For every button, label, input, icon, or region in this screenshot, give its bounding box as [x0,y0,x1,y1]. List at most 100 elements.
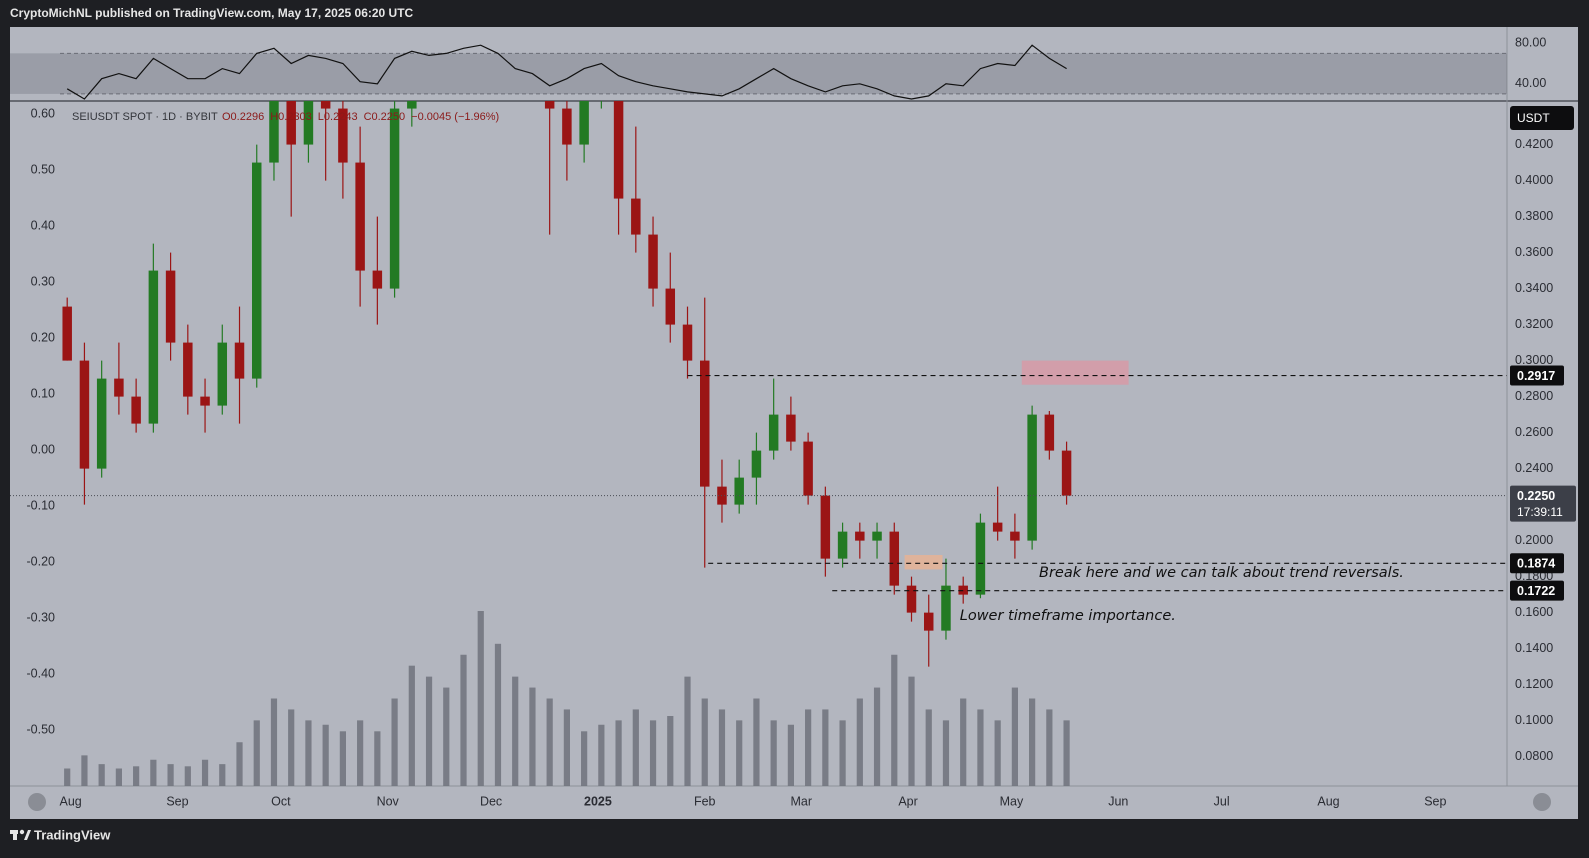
volume-bar [994,720,1001,786]
rsi-tick-label: 40.00 [1515,76,1546,90]
left-tick-label: 0.10 [31,387,55,401]
candle-body [62,306,72,361]
candle-body [407,101,417,109]
candle-body [303,101,314,145]
volume-bar [805,709,812,786]
volume-bar [98,764,105,786]
y-tick-label: 0.3000 [1515,353,1553,367]
x-tick-label: Feb [694,794,716,808]
x-tick-label: Jun [1108,794,1128,808]
candle-body [165,270,176,343]
volume-bar [512,676,519,786]
y-tick-label: 0.1400 [1515,641,1553,655]
volume-bar [598,724,605,786]
volume-bar [787,724,794,786]
volume-bar [150,759,157,786]
left-tick-label: 0.00 [31,443,55,457]
left-tick-label: 0.40 [31,218,55,232]
y-tick-label: 0.2000 [1515,533,1553,547]
volume-bar [339,731,346,786]
scale-button[interactable] [1533,793,1551,811]
rsi-line [66,44,1067,100]
left-tick-label: 0.30 [31,274,55,288]
candle-body [96,378,107,469]
candle-body [286,101,296,145]
volume-bar [1063,720,1070,786]
candle-body [338,108,348,163]
ohlc-legend: C0.2250 [364,111,406,123]
volume-bar [822,709,829,786]
y-tick-label: 0.0800 [1515,749,1553,763]
ohlc-legend: O0.2296 [222,111,264,123]
x-tick-label: Nov [377,794,400,808]
volume-bar [925,709,932,786]
volume-bar [1011,687,1018,786]
y-tick-label: 0.1200 [1515,677,1553,691]
volume-bar [546,698,553,786]
volume-bar [770,720,777,786]
volume-bar [649,720,657,786]
candle-body [1061,450,1072,496]
left-tick-label: -0.10 [27,499,56,513]
volume-bar [270,698,278,786]
candle-body [924,612,934,631]
y-tick-label: 0.3600 [1515,245,1553,259]
y-tick-label: 0.3200 [1515,317,1553,331]
candle-body [1027,414,1037,541]
candle-body [734,477,744,505]
candle-body [786,414,796,442]
volume-bar [408,665,415,786]
candle-body [665,288,676,325]
volume-bar [942,720,950,786]
header-text: CryptoMichNL published on TradingView.co… [10,6,414,20]
countdown-label: 17:39:11 [1517,505,1563,519]
volume-bar [891,654,898,786]
x-tick-label: Aug [1317,794,1339,808]
volume-bar [253,720,260,786]
candle-body [803,441,813,496]
level-label: 0.1874 [1517,557,1555,571]
candle-body [682,324,693,361]
x-tick-label: Oct [271,794,291,808]
volume-bar [288,709,295,786]
footer-brand: TradingView [34,827,111,842]
x-tick-label: Dec [480,794,502,808]
candle-body [837,531,848,559]
x-tick-label: Mar [790,794,812,808]
volume-layer [64,611,1070,786]
candle-body [855,531,865,541]
candle-body [648,234,658,289]
candle-body [751,450,762,478]
y-tick-label: 0.3800 [1515,209,1553,223]
candle-body [631,198,641,235]
y-tick-label: 0.1000 [1515,713,1553,727]
settings-button[interactable] [28,793,46,811]
volume-bar [460,654,467,786]
candle-body [820,495,831,559]
x-tick-label: Apr [898,794,917,808]
y-tick-label: 0.2400 [1515,461,1553,475]
volume-bar [839,720,846,786]
volume-bar [873,687,881,786]
candle-body [79,360,90,469]
candle-body [183,342,193,397]
volume-bar [632,709,639,786]
candle-body [148,270,159,424]
volume-bar [701,698,708,786]
zone [904,555,943,570]
annotation: Break here and we can talk about trend r… [1039,565,1404,581]
logo-part [24,830,31,840]
left-tick-label: -0.30 [27,611,56,625]
volume-bar [736,720,743,786]
volume-bar [494,643,502,786]
price-pane [62,101,1129,667]
ohlc-legend: L0.2243 [318,111,358,123]
level-label-box [1510,365,1564,386]
left-tick-label: -0.50 [27,723,56,737]
candle-body [1010,531,1020,541]
last-price-box [1510,485,1576,522]
y-tick-label: 0.4200 [1515,137,1553,151]
candle-body [906,585,917,613]
currency-box [1510,106,1574,130]
